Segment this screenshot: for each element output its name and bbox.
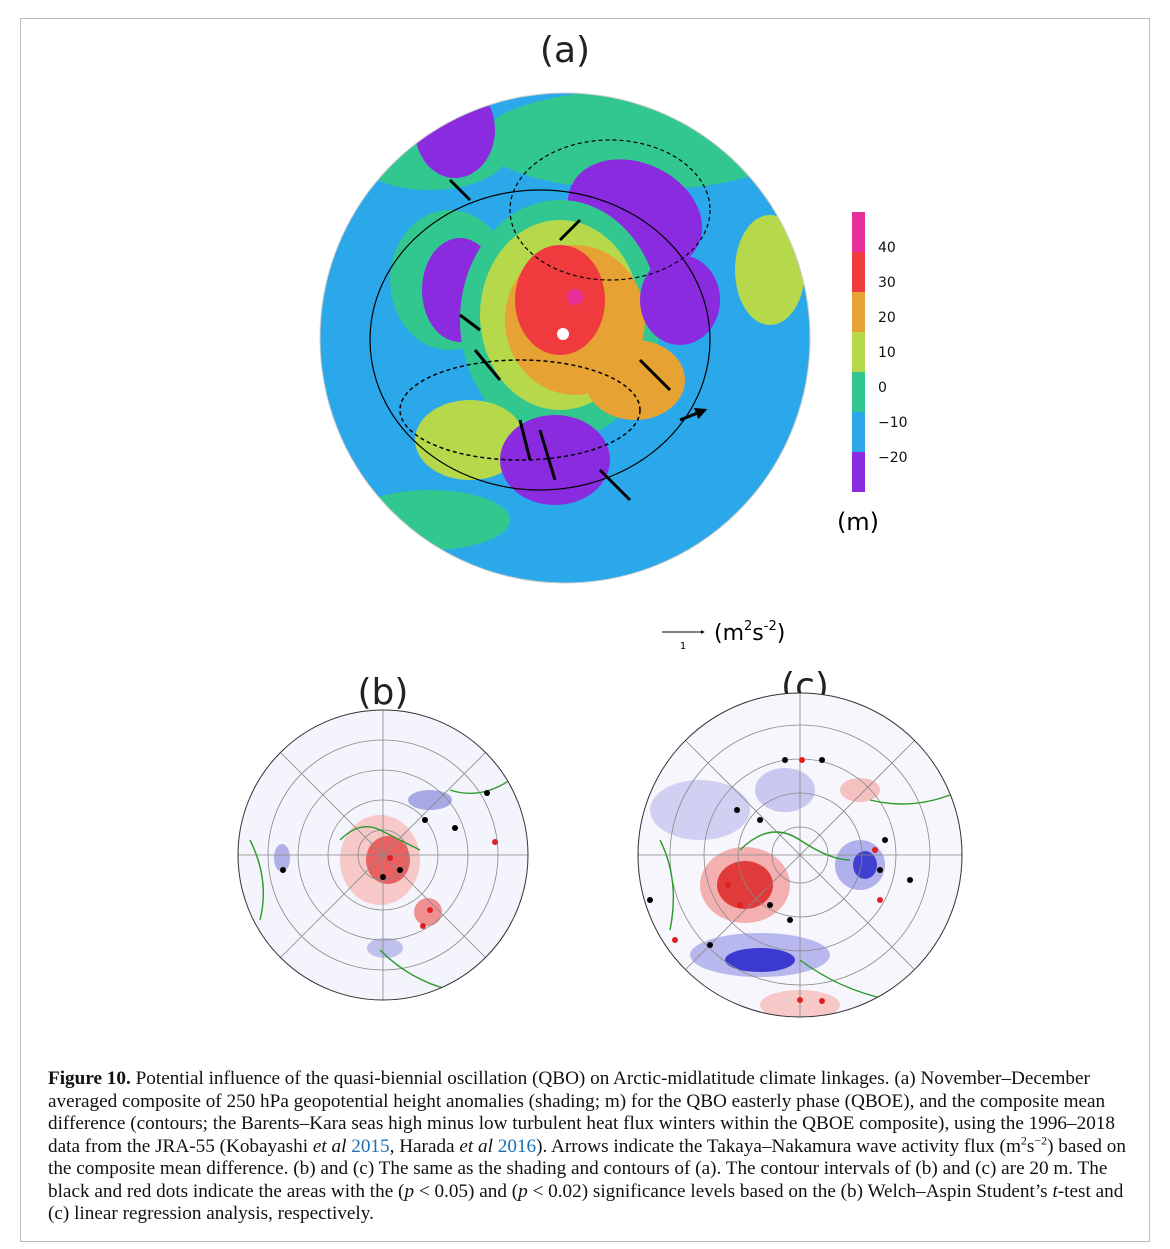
caption-text: t	[1052, 1180, 1058, 1202]
map-c	[638, 693, 962, 1017]
colorbar-unit: (m)	[837, 508, 879, 536]
flux-scale-unit: (m2s-2)	[714, 619, 785, 647]
colorbar-tick: −20	[878, 450, 908, 466]
caption-text: p	[518, 1180, 528, 1202]
caption-text: −2	[1034, 1133, 1048, 1148]
caption-text: < 0.02) significance levels based on the…	[527, 1180, 1053, 1202]
caption-text: ) based on the composite mean difference…	[48, 1135, 1126, 1202]
colorbar-tick: 0	[878, 380, 887, 396]
caption-text: Figure 10.	[48, 1068, 131, 1089]
flux-scale-value: 1	[680, 641, 686, 652]
map-b	[238, 710, 528, 1000]
caption-text: et al	[312, 1135, 347, 1157]
citation-link[interactable]: 2015	[346, 1135, 390, 1157]
caption-text: , Harada	[389, 1135, 460, 1157]
colorbar-tick: 20	[878, 310, 896, 326]
colorbar	[852, 212, 865, 492]
panel-label: (b)	[358, 672, 409, 713]
caption-text: -test and (c) linear regression analysis…	[48, 1180, 1124, 1225]
colorbar-tick: 30	[878, 275, 896, 291]
caption-text: p	[404, 1180, 415, 1202]
caption-text: et al	[459, 1135, 493, 1157]
map-a	[320, 93, 810, 583]
caption-text: 2	[1020, 1133, 1027, 1148]
caption-text: s	[1026, 1135, 1035, 1157]
caption-text: < 0.05) and (	[414, 1180, 519, 1202]
figure: (a) 40 30 20 10 0 −10	[237, 30, 963, 1018]
figure-frame	[20, 18, 1150, 1242]
colorbar-tick: 10	[878, 345, 896, 361]
colorbar-tick: 40	[878, 240, 896, 256]
caption: Figure 10. Potential influence of the qu…	[48, 1068, 1133, 1226]
caption-text: ). Arrows indicate the Takaya–Nakamura w…	[536, 1135, 1021, 1157]
citation-link[interactable]: 2016	[492, 1135, 537, 1157]
caption-text: Potential influence of the quasi-biennia…	[48, 1068, 1115, 1157]
panel-label: (a)	[540, 30, 590, 71]
colorbar-tick: −10	[878, 415, 908, 431]
